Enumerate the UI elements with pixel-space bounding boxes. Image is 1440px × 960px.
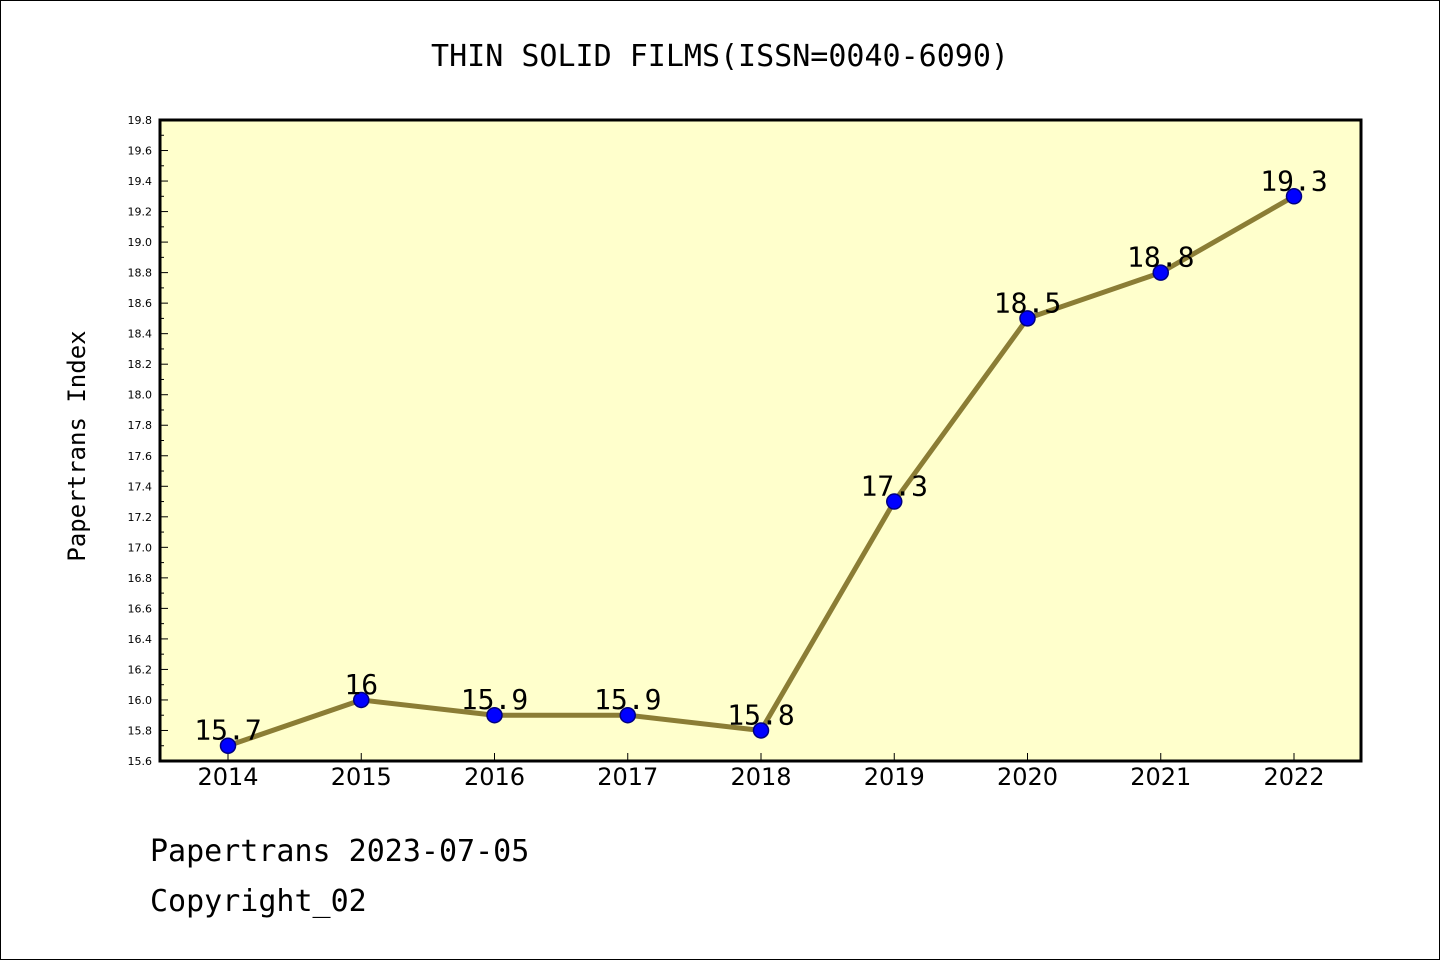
x-tick-label: 2015 xyxy=(331,763,392,791)
data-labels: 15.7 16 15.9 15.9 15.8 17.3 18.5 18.8 19.3 xyxy=(194,164,1327,746)
y-tick-label: 15.6 xyxy=(128,755,153,768)
data-label: 17.3 xyxy=(861,470,928,503)
x-tick-label: 2020 xyxy=(997,763,1058,791)
data-label: 15.8 xyxy=(727,698,794,731)
y-tick-label: 17.4 xyxy=(128,480,153,493)
y-tick-label: 16.0 xyxy=(128,694,153,707)
y-tick-label: 19.2 xyxy=(128,206,153,219)
y-tick-label: 18.0 xyxy=(128,389,153,402)
data-point xyxy=(353,691,370,709)
data-label: 18.5 xyxy=(994,286,1061,319)
x-tick-label: 2017 xyxy=(597,763,658,791)
data-point xyxy=(1152,264,1169,281)
data-label: 19.3 xyxy=(1260,164,1327,197)
x-axis: 2014 2015 2016 2017 2018 2019 2020 2021 2022 xyxy=(197,753,1325,791)
y-axis-label: Papertrans Index xyxy=(63,330,91,561)
x-tick-label: 2016 xyxy=(464,763,525,791)
y-tick-label: 16.6 xyxy=(128,602,153,615)
x-tick-label: 2021 xyxy=(1130,763,1191,791)
y-tick-label: 17.0 xyxy=(128,541,153,554)
plot-area xyxy=(160,120,1361,761)
y-tick-label: 19.4 xyxy=(128,175,153,188)
footer-copyright: Copyright_02 xyxy=(150,884,367,919)
y-tick-label: 15.8 xyxy=(128,724,153,737)
data-label: 16 xyxy=(344,668,378,701)
y-tick-label: 16.2 xyxy=(128,663,153,676)
y-tick-label: 19.0 xyxy=(128,236,153,249)
y-tick-label: 18.4 xyxy=(128,328,153,341)
data-point xyxy=(1285,188,1303,205)
series-markers xyxy=(219,188,1303,754)
data-label: 15.9 xyxy=(461,683,528,716)
data-point xyxy=(1019,310,1036,327)
y-tick-label: 16.8 xyxy=(128,572,153,585)
data-label: 15.9 xyxy=(594,683,661,716)
footer-date: Papertrans 2023-07-05 xyxy=(150,834,530,869)
x-tick-label: 2022 xyxy=(1263,763,1324,791)
y-tick-label: 17.2 xyxy=(128,511,153,524)
y-tick-label: 16.4 xyxy=(128,633,153,646)
plot-border xyxy=(158,118,1363,763)
y-tick-label: 18.2 xyxy=(128,358,153,371)
x-tick-label: 2014 xyxy=(197,763,258,791)
y-tick-label: 19.8 xyxy=(128,114,153,127)
y-tick-label: 19.6 xyxy=(128,145,153,158)
y-tick-label: 17.8 xyxy=(128,419,153,432)
data-label: 18.8 xyxy=(1127,241,1194,274)
y-tick-label: 18.6 xyxy=(128,297,153,310)
data-point xyxy=(486,706,503,724)
y-tick-label: 17.6 xyxy=(128,450,153,463)
x-tick-label: 2018 xyxy=(730,763,791,791)
data-point xyxy=(219,737,237,754)
data-point xyxy=(752,722,770,739)
data-label: 15.7 xyxy=(194,714,261,747)
y-tick-label: 18.8 xyxy=(128,267,153,280)
chart-title: THIN SOLID FILMS(ISSN=0040-6090) xyxy=(431,39,1009,74)
x-tick-label: 2019 xyxy=(864,763,925,791)
data-point xyxy=(886,493,903,510)
data-point xyxy=(619,706,636,724)
